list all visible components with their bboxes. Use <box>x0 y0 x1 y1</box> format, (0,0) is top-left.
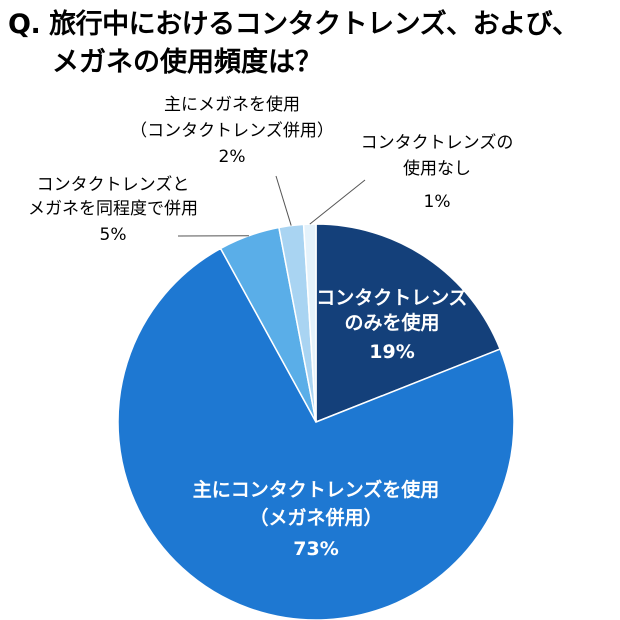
slice-label-text: 使用なし <box>403 158 471 179</box>
leader-line-no-contact <box>309 179 366 225</box>
pie-slice-mainly-contact <box>117 247 515 620</box>
slice-value-label: 2% <box>219 147 246 167</box>
chart-title-line-2: メガネの使用頻度は？ <box>52 47 322 78</box>
slice-label-text: メガネを同程度で併用 <box>28 199 198 219</box>
slice-label-text: （メガネ併用） <box>249 506 382 529</box>
slice-label-mainly-glasses: 主にメガネを使用 （コンタクトレンズ併用） 2% <box>130 94 334 167</box>
slice-label-text: コンタクトレンズ <box>316 286 468 309</box>
slice-value-label: 19% <box>369 341 414 363</box>
chart-title: Q. 旅行中におけるコンタクトレンズ、および、 メガネの使用頻度は？ <box>8 6 612 82</box>
slice-value-label: 5% <box>100 225 127 245</box>
slice-label-text: 主にメガネを使用 <box>164 94 300 115</box>
pie-slice-contact-only <box>315 223 502 424</box>
slice-label-text: 主にコンタクトレンズを使用 <box>193 478 440 501</box>
slice-label-mainly-contact: 主にコンタクトレンズを使用 （メガネ併用） 73% <box>193 478 440 560</box>
leader-line-mainly-glasses <box>275 175 292 226</box>
chart-title-line-1: Q. 旅行中におけるコンタクトレンズ、および、 <box>8 9 579 40</box>
slice-label-text: コンタクトレンズの <box>361 133 514 153</box>
slice-label-text: のみを使用 <box>344 312 439 334</box>
slice-value-label: 73% <box>293 538 338 560</box>
slice-value-label: 1% <box>424 192 451 212</box>
slice-label-text: （コンタクトレンズ併用） <box>130 121 334 141</box>
slice-label-text: コンタクトレンズと <box>37 175 190 195</box>
